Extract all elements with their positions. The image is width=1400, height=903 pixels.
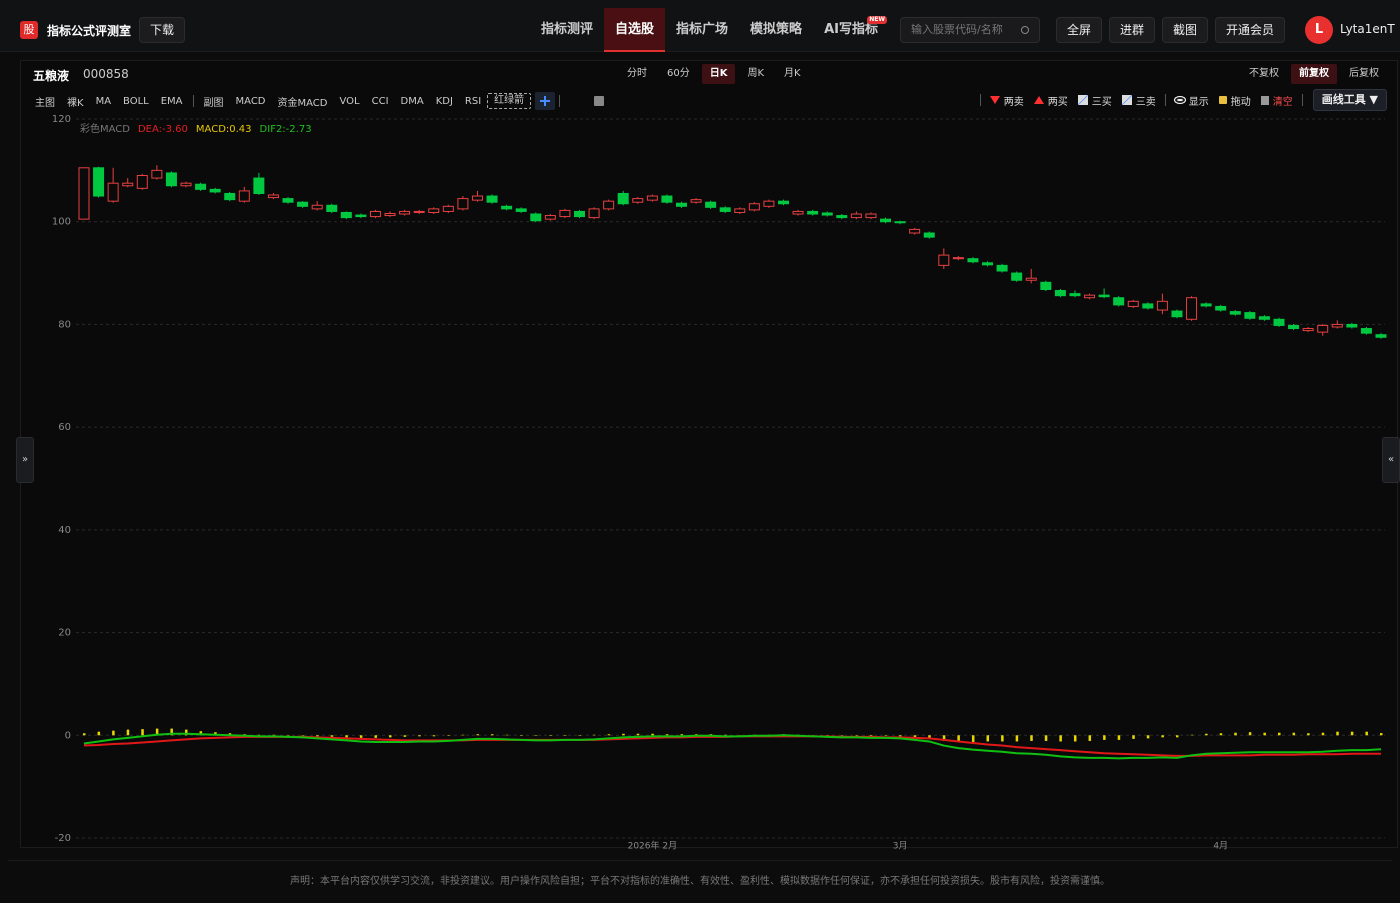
draw-toolbar: 两卖 两买 三买 三卖 显示 拖动 清空 画线工具 ▼ bbox=[976, 89, 1387, 111]
nav-item[interactable]: 指标测评 bbox=[530, 8, 604, 52]
user-name[interactable]: Lyta1enT bbox=[1340, 22, 1395, 36]
chart-panel: 五粮液 000858 分时 60分 日K 周K 月K 不复权 前复权 后复权 主图 裸K MA B… bbox=[20, 60, 1398, 848]
stock-code: 000858 bbox=[83, 67, 129, 81]
tool-label[interactable]: 两买 bbox=[1047, 96, 1068, 108]
nav-label[interactable]: 指标测评 bbox=[541, 22, 594, 37]
action-button[interactable]: 进群 bbox=[1109, 17, 1156, 43]
draw-tool-button[interactable]: 画线工具 ▼ bbox=[1312, 89, 1387, 111]
separator bbox=[1164, 94, 1166, 106]
nav-label[interactable]: 自选股 bbox=[615, 22, 655, 37]
separator bbox=[1301, 94, 1303, 106]
period-tab[interactable]: 日K bbox=[701, 64, 736, 84]
search-box[interactable]: 输入股票代码/名称 bbox=[900, 17, 1040, 43]
stock-name: 五粮液 bbox=[33, 69, 70, 83]
draw-tool[interactable]: 两买 bbox=[1029, 93, 1073, 108]
adjust-tab[interactable]: 不复权 bbox=[1249, 68, 1279, 79]
nav-badge: NEW bbox=[867, 16, 887, 24]
period-tab[interactable]: 60分 bbox=[667, 68, 690, 79]
draw-tool[interactable]: 三买 bbox=[1073, 93, 1117, 108]
nav-item[interactable]: 指标广场 bbox=[665, 8, 739, 52]
nav-label[interactable]: 模拟策略 bbox=[750, 22, 803, 37]
separator bbox=[559, 95, 561, 107]
adjust-tab[interactable]: 后复权 bbox=[1349, 68, 1379, 79]
top-bar: 股 指标公式评测室 下载 指标测评 自选股 指标广场 模拟策略 AI写指标 NEW 输入股… bbox=[0, 0, 1400, 52]
collapse-left[interactable] bbox=[16, 437, 34, 483]
nav-item[interactable]: AI写指标 NEW bbox=[813, 8, 889, 52]
action-button[interactable]: 开通会员 bbox=[1215, 17, 1286, 43]
nav-item[interactable]: 模拟策略 bbox=[739, 8, 813, 52]
custom-indicator[interactable]: 红绿箭 bbox=[487, 93, 532, 109]
main-indicator[interactable]: MA bbox=[95, 95, 112, 107]
tool-label[interactable]: 清空 bbox=[1272, 96, 1293, 108]
add-button[interactable] bbox=[535, 92, 556, 110]
action-button[interactable]: 全屏 bbox=[1056, 17, 1103, 43]
draw-tool[interactable]: 两卖 bbox=[985, 93, 1029, 108]
draw-tool[interactable]: 拖动 bbox=[1214, 93, 1256, 108]
site-title[interactable]: 指标公式评测室 bbox=[47, 24, 132, 38]
period-tab[interactable]: 周K bbox=[747, 68, 765, 79]
adjust: 不复权 前复权 后复权 bbox=[1241, 64, 1387, 84]
action-button[interactable]: 截图 bbox=[1162, 17, 1209, 43]
draw-tool[interactable]: 三卖 bbox=[1117, 93, 1161, 108]
sub-indicator[interactable]: CCI bbox=[371, 95, 389, 107]
toolbar-label: 副图 bbox=[203, 97, 224, 109]
save-button[interactable] bbox=[594, 96, 605, 106]
period-tab[interactable]: 分时 bbox=[627, 68, 647, 79]
tool-icon bbox=[1077, 95, 1088, 105]
sub-indicator[interactable]: DMA bbox=[400, 95, 424, 107]
tool-icon bbox=[1174, 97, 1185, 103]
sub-indicator[interactable]: MACD bbox=[235, 95, 266, 107]
tool-icon bbox=[989, 96, 1000, 104]
tool-icon bbox=[1121, 95, 1132, 105]
tool-label[interactable]: 显示 bbox=[1188, 96, 1209, 108]
nav: 指标测评 自选股 指标广场 模拟策略 AI写指标 NEW bbox=[530, 8, 889, 52]
periods: 分时 60分 日K 周K 月K bbox=[619, 64, 809, 84]
toolbar: 主图 裸K MA BOLL EMA 副图 MACD 资金MACD VOL CCI DMA KDJ RSI… bbox=[29, 91, 605, 111]
nav-item[interactable]: 自选股 bbox=[604, 8, 666, 52]
nav-label[interactable]: 指标广场 bbox=[676, 22, 729, 37]
tool-icon bbox=[1033, 96, 1044, 104]
separator bbox=[192, 95, 194, 107]
avatar[interactable]: L bbox=[1305, 16, 1333, 44]
main-indicator[interactable]: EMA bbox=[160, 95, 183, 107]
nav-label[interactable]: AI写指标 bbox=[824, 22, 878, 37]
footer: 声明：本平台内容仅供学习交流，非投资建议。用户操作风险自担；平台不对指标的准确性… bbox=[8, 860, 1392, 900]
adjust-tab[interactable]: 前复权 bbox=[1291, 64, 1337, 84]
draw-tool[interactable]: 显示 bbox=[1170, 93, 1214, 108]
collapse-right[interactable] bbox=[1382, 437, 1400, 483]
actions: 全屏 进群 截图 开通会员 bbox=[1056, 17, 1286, 43]
tool-label[interactable]: 拖动 bbox=[1230, 96, 1251, 108]
tool-label[interactable]: 三卖 bbox=[1135, 96, 1156, 108]
toolbar-label: 主图 bbox=[35, 97, 55, 109]
tool-label[interactable]: 三买 bbox=[1091, 96, 1112, 108]
sub-indicator[interactable]: 资金MACD bbox=[277, 97, 328, 109]
tool-label[interactable]: 两卖 bbox=[1003, 96, 1024, 108]
period-tab[interactable]: 月K bbox=[784, 68, 801, 79]
tool-icon bbox=[1218, 96, 1227, 104]
logo[interactable]: 股 bbox=[20, 21, 38, 39]
download-button[interactable]: 下载 bbox=[139, 17, 186, 43]
main-indicator[interactable]: BOLL bbox=[123, 95, 149, 107]
main-indicator[interactable]: 裸K bbox=[67, 97, 84, 109]
sub-indicator[interactable]: VOL bbox=[339, 95, 360, 107]
sub-indicator[interactable]: KDJ bbox=[435, 95, 453, 107]
separator bbox=[979, 94, 981, 106]
tool-icon bbox=[1260, 95, 1269, 105]
draw-tool[interactable]: 清空 bbox=[1256, 93, 1298, 108]
sub-indicator[interactable]: RSI bbox=[464, 95, 482, 107]
